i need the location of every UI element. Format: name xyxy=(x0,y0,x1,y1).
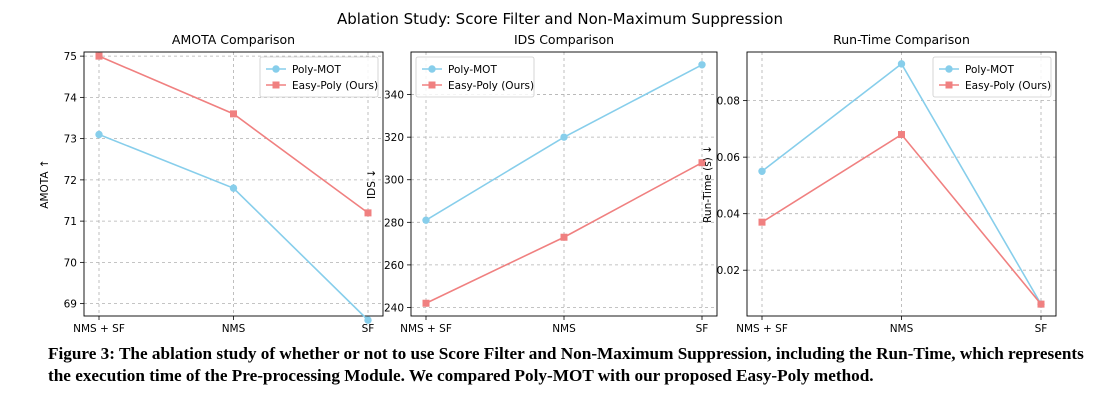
x-tick-label: NMS + SF xyxy=(736,323,788,335)
panel-title: IDS Comparison xyxy=(514,32,614,47)
data-point xyxy=(758,167,766,175)
legend-box xyxy=(259,56,379,98)
y-tick-label: 280 xyxy=(384,217,404,229)
legend-label: Easy-Poly (Ours) xyxy=(965,80,1051,92)
chart-panel-2: IDS Comparison 240 260 280 300 320 340 NMS + SF… xyxy=(366,32,718,335)
data-point xyxy=(230,110,237,118)
legend-label: Poly-MOT xyxy=(965,64,1014,76)
legend-label: Poly-MOT xyxy=(292,64,341,76)
x-tick-label: NMS xyxy=(222,323,246,335)
y-tick-label: 74 xyxy=(64,92,78,104)
y-tick-label: 240 xyxy=(384,302,404,314)
x-tick-label: NMS xyxy=(552,323,576,335)
plot-area-frame xyxy=(410,51,718,317)
y-tick-label: 72 xyxy=(64,175,77,187)
series-poly-mot xyxy=(758,60,1045,308)
legend-marker xyxy=(272,65,280,73)
data-point xyxy=(897,60,906,68)
y-tick-label: 71 xyxy=(64,216,77,228)
legend-box xyxy=(932,56,1052,98)
plot-area-frame xyxy=(83,51,384,317)
legend-marker xyxy=(428,65,436,73)
legend: Poly-MOT Easy-Poly (Ours) xyxy=(932,56,1052,98)
series-poly-mot xyxy=(422,61,706,224)
x-tick-label: SF xyxy=(696,323,709,335)
x-tick-label: SF xyxy=(1035,323,1048,335)
panel-title: Run-Time Comparison xyxy=(833,32,970,47)
legend: Poly-MOT Easy-Poly (Ours) xyxy=(415,56,535,98)
y-tick-label: 340 xyxy=(384,90,404,102)
series-poly-mot xyxy=(95,130,372,324)
legend-marker xyxy=(945,65,953,73)
data-point xyxy=(1037,300,1045,308)
series-easy-poly-ours xyxy=(758,131,1045,308)
legend-label: Poly-MOT xyxy=(448,64,497,76)
y-tick-label: 69 xyxy=(64,299,77,311)
data-point xyxy=(758,218,766,226)
y-axis-title: Run-Time (s) ↓ xyxy=(702,145,714,223)
plot-area-frame xyxy=(746,51,1057,317)
chart-panel-1: AMOTA Comparison 69 70 71 72 73 74 75 NMS + SF NM… xyxy=(39,32,384,335)
y-tick-label: 73 xyxy=(64,134,77,146)
figure-suptitle: Ablation Study: Score Filter and Non-Max… xyxy=(337,10,783,28)
data-point xyxy=(364,316,372,324)
data-point xyxy=(95,130,103,139)
chart-panel-3: Run-Time Comparison 0.02 0.04 0.06 0.08 NMS +… xyxy=(702,32,1057,335)
data-point xyxy=(560,133,568,141)
data-point xyxy=(95,52,103,60)
figure: Ablation Study: Score Filter and Non-Max… xyxy=(39,10,1057,335)
legend-box xyxy=(415,56,535,98)
data-point xyxy=(229,184,238,192)
y-tick-label: 70 xyxy=(64,257,77,269)
legend-label: Easy-Poly (Ours) xyxy=(448,80,534,92)
x-tick-label: NMS xyxy=(890,323,914,335)
y-tick-label: 0.06 xyxy=(717,152,741,164)
x-tick-label: NMS + SF xyxy=(73,323,125,335)
y-tick-label: 75 xyxy=(64,51,77,63)
data-point xyxy=(364,209,372,217)
y-axis-title: AMOTA ↑ xyxy=(39,159,51,208)
panel-title: AMOTA Comparison xyxy=(172,32,295,47)
series-line xyxy=(761,133,1042,305)
data-point xyxy=(698,159,706,167)
data-point xyxy=(898,131,905,139)
data-point xyxy=(698,61,706,69)
series-easy-poly-ours xyxy=(95,52,372,217)
legend-label: Easy-Poly (Ours) xyxy=(292,80,378,92)
legend-marker xyxy=(272,81,280,89)
series-easy-poly-ours xyxy=(422,159,706,307)
data-point xyxy=(422,216,430,224)
y-axis-title: IDS ↓ xyxy=(366,169,378,199)
y-tick-label: 0.08 xyxy=(717,96,740,108)
data-point xyxy=(422,299,430,307)
legend-marker xyxy=(428,81,436,89)
y-tick-label: 320 xyxy=(384,132,404,144)
x-tick-label: SF xyxy=(362,323,375,335)
legend: Poly-MOT Easy-Poly (Ours) xyxy=(259,56,379,98)
y-tick-label: 0.04 xyxy=(717,209,741,221)
x-tick-label: NMS + SF xyxy=(400,323,452,335)
y-tick-label: 260 xyxy=(384,260,404,272)
data-point xyxy=(560,233,568,241)
figure-caption: Figure 3: The ablation study of whether … xyxy=(48,344,1084,385)
y-tick-label: 0.02 xyxy=(717,265,740,277)
legend-marker xyxy=(945,81,953,89)
y-tick-label: 300 xyxy=(384,175,404,187)
